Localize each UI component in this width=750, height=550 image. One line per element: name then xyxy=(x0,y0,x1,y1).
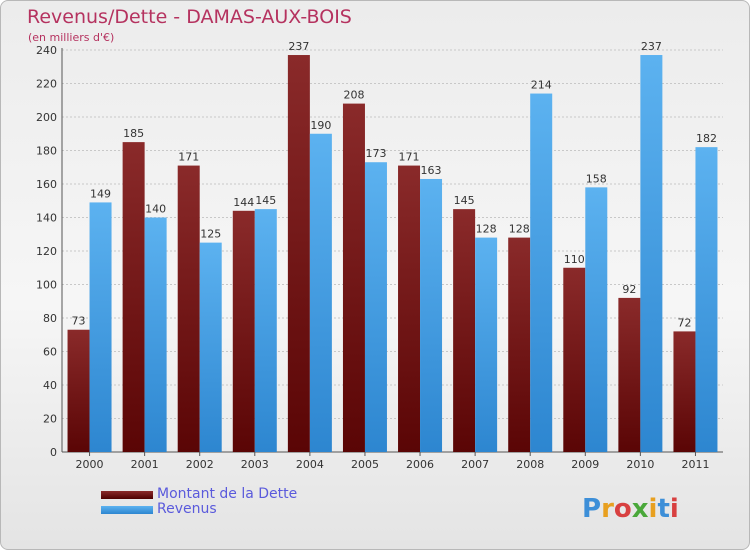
x-tick-label: 2002 xyxy=(186,458,214,471)
y-tick-label: 40 xyxy=(43,379,57,392)
bar-dette xyxy=(122,142,145,452)
bar-dette xyxy=(67,329,90,452)
data-label: 158 xyxy=(586,172,607,185)
legend-label-dette: Montant de la Dette xyxy=(157,486,298,502)
y-tick-label: 180 xyxy=(36,145,57,158)
data-label: 237 xyxy=(641,40,662,53)
bar-revenus xyxy=(199,242,222,452)
data-label: 128 xyxy=(476,223,497,236)
data-label: 171 xyxy=(399,151,420,164)
bar-dette xyxy=(618,297,641,452)
x-tick-label: 2000 xyxy=(76,458,104,471)
y-tick-label: 120 xyxy=(36,245,57,258)
bar-revenus xyxy=(530,93,553,453)
x-tick-label: 2005 xyxy=(351,458,379,471)
x-tick-label: 2010 xyxy=(626,458,654,471)
bar-dette xyxy=(232,210,255,452)
bar-revenus xyxy=(309,133,332,452)
y-tick-label: 140 xyxy=(36,212,57,225)
data-label: 208 xyxy=(343,89,364,102)
y-tick-label: 20 xyxy=(43,413,57,426)
y-tick-label: 220 xyxy=(36,78,57,91)
bar-revenus xyxy=(640,55,663,453)
data-label: 185 xyxy=(123,127,144,140)
bar-dette xyxy=(342,103,365,452)
legend-label-revenus: Revenus xyxy=(157,501,217,517)
proxiti-logo: Proxiti xyxy=(582,494,679,524)
data-label: 214 xyxy=(531,79,552,92)
bar-revenus xyxy=(254,209,277,452)
bar-revenus xyxy=(585,187,608,452)
y-tick-label: 100 xyxy=(36,279,57,292)
x-tick-label: 2006 xyxy=(406,458,434,471)
bar-dette xyxy=(673,331,696,452)
bar-revenus xyxy=(475,237,498,452)
legend-swatch-dette xyxy=(101,491,153,499)
bar-revenus xyxy=(89,202,112,452)
data-label: 182 xyxy=(696,132,717,145)
y-tick-label: 80 xyxy=(43,312,57,325)
data-label: 149 xyxy=(90,187,111,200)
bar-dette xyxy=(177,165,200,452)
data-label: 92 xyxy=(622,283,636,296)
bar-revenus xyxy=(144,217,167,452)
data-label: 237 xyxy=(288,40,309,53)
bar-dette xyxy=(563,267,586,452)
y-tick-label: 160 xyxy=(36,178,57,191)
legend-swatch-revenus xyxy=(101,506,153,514)
chart-subtitle: (en milliers d'€) xyxy=(28,31,115,44)
data-label: 163 xyxy=(421,164,442,177)
data-label: 73 xyxy=(72,315,86,328)
data-label: 125 xyxy=(200,228,221,241)
bar-revenus xyxy=(420,178,443,452)
svg-text:Proxiti: Proxiti xyxy=(582,494,679,524)
data-label: 171 xyxy=(178,151,199,164)
data-label: 110 xyxy=(564,253,585,266)
y-tick-label: 240 xyxy=(36,44,57,57)
data-label: 173 xyxy=(365,147,386,160)
bar-dette xyxy=(287,55,310,453)
data-label: 72 xyxy=(677,316,691,329)
bar-revenus xyxy=(364,162,387,452)
data-label: 145 xyxy=(454,194,475,207)
x-tick-label: 2004 xyxy=(296,458,324,471)
chart-title: Revenus/Dette - DAMAS-AUX-BOIS xyxy=(27,6,352,28)
x-tick-label: 2011 xyxy=(681,458,709,471)
bar-dette xyxy=(508,237,531,452)
data-label: 145 xyxy=(255,194,276,207)
y-tick-label: 200 xyxy=(36,111,57,124)
data-label: 144 xyxy=(233,196,254,209)
x-tick-label: 2001 xyxy=(131,458,159,471)
data-label: 140 xyxy=(145,203,166,216)
axes: 0 20 40 60 80 100 120 140 160 180 200 220 240 2000 200… xyxy=(36,44,723,471)
bars xyxy=(67,55,718,453)
bar-revenus xyxy=(695,147,718,452)
bar-dette xyxy=(453,209,476,452)
x-tick-label: 2008 xyxy=(516,458,544,471)
y-tick-label: 60 xyxy=(43,346,57,359)
x-tick-label: 2009 xyxy=(571,458,599,471)
data-label: 190 xyxy=(310,119,331,132)
data-label: 128 xyxy=(509,223,530,236)
bar-dette xyxy=(398,165,421,452)
y-tick-label: 0 xyxy=(50,446,57,459)
x-tick-label: 2003 xyxy=(241,458,269,471)
x-tick-label: 2007 xyxy=(461,458,489,471)
